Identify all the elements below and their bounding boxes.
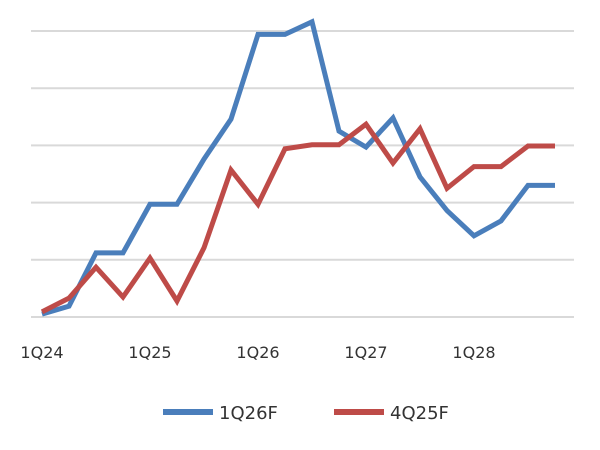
x-axis-tick-labels: 1Q24 1Q25 1Q26 1Q27 1Q28 xyxy=(20,343,495,362)
series-line-1q26f xyxy=(41,18,555,317)
series-line-4q25f xyxy=(40,120,555,315)
legend: 1Q26F 4Q25F xyxy=(163,403,449,424)
x-tick-label: 1Q28 xyxy=(452,343,495,362)
x-tick-label: 1Q26 xyxy=(236,343,279,362)
x-tick-label: 1Q24 xyxy=(20,343,63,362)
x-tick-label: 1Q27 xyxy=(344,343,387,362)
series-lines xyxy=(40,18,555,317)
legend-label-1q26f: 1Q26F xyxy=(219,403,278,424)
legend-label-4q25f: 4Q25F xyxy=(390,403,449,424)
x-tick-label: 1Q25 xyxy=(128,343,171,362)
gridlines xyxy=(31,30,574,318)
